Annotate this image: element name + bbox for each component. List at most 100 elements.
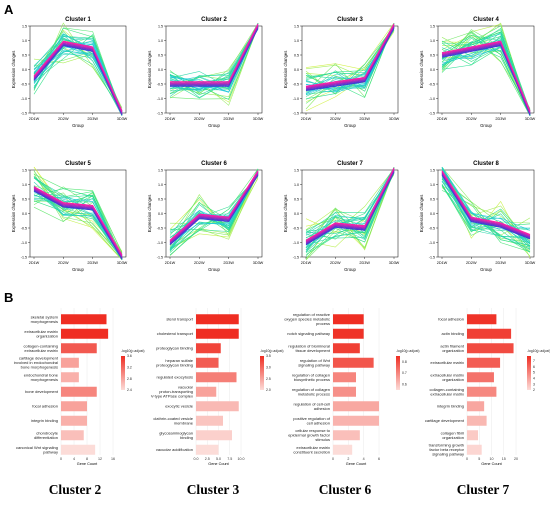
category-label-line: collagen fibril <box>441 430 464 435</box>
y-tick-label: 1.0 <box>294 183 299 187</box>
category-label-line: transforming growth <box>429 442 464 447</box>
legend-tick-label: 4 <box>533 376 535 380</box>
category-label-line: organization <box>442 435 464 440</box>
y-axis-label: Expression changes <box>419 51 424 89</box>
category-label: chondrocyte differentiation <box>34 430 59 440</box>
category-label: bone development <box>25 389 59 394</box>
cluster-line-chart: Cluster 5 -1.5 -1.0 -0.5 0.0 0.5 1.0 1.5 2D1W 2D2… <box>11 161 128 272</box>
bar <box>467 401 485 412</box>
x-tick-label: 8 <box>86 457 88 461</box>
bar <box>467 444 482 455</box>
category-label-line: glycosaminoglycan <box>159 430 193 435</box>
category-label-line: extracellular matrix <box>430 391 464 396</box>
member-line <box>33 176 123 261</box>
category-label-line: process <box>316 321 330 326</box>
category-label-line: regulation of collagen <box>292 372 330 377</box>
y-tick-label: 1.5 <box>158 168 163 172</box>
x-axis-label: Group <box>208 123 220 128</box>
x-tick-label: 3D3W <box>525 261 536 265</box>
x-tick-label: 2.5 <box>205 457 210 461</box>
category-label: transforming growth factor beta receptor s… <box>429 442 465 456</box>
bar <box>196 357 219 368</box>
plot-frame <box>301 25 399 114</box>
category-label: cartilage development involved in endocho… <box>14 355 59 369</box>
legend-tick-label: 7 <box>533 359 535 363</box>
category-label-line: extracellular matrix <box>24 348 58 353</box>
legend-tick-label: 0.7 <box>402 371 407 375</box>
legend-colorbar <box>396 356 400 390</box>
bar <box>61 386 97 397</box>
x-tick-label: 0.0 <box>194 457 199 461</box>
y-tick-label: -1.0 <box>429 241 435 245</box>
x-tick-label: 2D3W <box>495 261 506 265</box>
category-label-line: cartilage development <box>19 355 59 360</box>
centroid-line <box>33 186 123 256</box>
y-tick-label: 1.0 <box>22 183 27 187</box>
bar <box>196 314 239 325</box>
x-tick-label: 2D2W <box>330 117 341 121</box>
category-label: regulation of cell-cell adhesion <box>294 401 331 411</box>
x-tick-label: 3D3W <box>117 261 128 265</box>
y-tick-label: -1.5 <box>429 111 435 115</box>
bar <box>61 343 97 354</box>
go-bar-chart: 0 5 10 15 20 Gene Count focal adhesion actin bi… <box>425 308 550 466</box>
member-line <box>33 173 123 254</box>
category-label-line: cartilage development <box>425 418 465 423</box>
category-label-line: oxygen species metabolic <box>284 317 330 322</box>
member-line <box>305 170 395 251</box>
category-label: regulation of collagen metabolic process <box>292 387 330 397</box>
category-label-line: morphogenesis <box>31 377 58 382</box>
x-axis-label: Group <box>344 123 356 128</box>
category-label-line: proteoglycan binding <box>156 346 193 351</box>
y-tick-label: 1.0 <box>294 39 299 43</box>
legend-title: -log10(p.adjust) <box>527 349 550 353</box>
y-tick-label: -1.0 <box>157 97 163 101</box>
category-label-line: regulation of Wnt <box>300 358 331 363</box>
y-tick-label: -0.5 <box>293 82 299 86</box>
x-tick-label: 2D1W <box>437 261 448 265</box>
x-axis-label: Gene Count <box>208 462 229 466</box>
category-label-line: vacuolar <box>178 384 194 389</box>
bar <box>333 372 356 383</box>
bar <box>333 357 374 368</box>
y-axis-label: Expression changes <box>11 195 16 233</box>
category-label-line: pathway <box>43 449 58 454</box>
category-label: focal adhesion <box>32 404 58 409</box>
y-tick-label: -0.5 <box>157 226 163 230</box>
member-line <box>33 185 123 260</box>
x-tick-label: 4 <box>363 457 365 461</box>
category-label: positive regulation of cell adhesion <box>293 416 331 426</box>
member-line <box>441 166 531 253</box>
x-tick-label: 2D1W <box>29 261 40 265</box>
category-label: collagen fibril organization <box>441 430 464 440</box>
y-tick-label: -1.5 <box>157 111 163 115</box>
category-label: collagen-containing extracellular matrix <box>24 343 58 353</box>
category-label: vacuolar acidification <box>156 447 193 452</box>
y-tick-label: -1.0 <box>293 241 299 245</box>
y-axis-label: Expression changes <box>283 195 288 233</box>
category-label: clathrin-coated vesicle membrane <box>153 416 193 426</box>
member-line <box>33 192 123 260</box>
bar <box>467 372 494 383</box>
member-line <box>33 37 123 115</box>
y-axis-label: Expression changes <box>147 51 152 89</box>
category-label-line: extracellular matrix <box>296 445 330 450</box>
bar <box>61 372 79 383</box>
y-tick-label: 1.5 <box>294 24 299 28</box>
member-line <box>441 172 531 250</box>
y-tick-label: -0.5 <box>429 226 435 230</box>
legend-title: -log10(p.adjust) <box>121 349 145 353</box>
centroid-line <box>441 170 531 235</box>
y-axis-label: Expression changes <box>419 195 424 233</box>
member-line <box>305 27 395 93</box>
category-label: proteoglycan binding <box>156 346 193 351</box>
centroid-line <box>441 40 531 111</box>
category-label: collagen-containing extracellular matrix <box>430 387 464 397</box>
y-tick-label: 1.0 <box>430 183 435 187</box>
member-line <box>33 36 123 112</box>
category-label-line: endochondral bone <box>24 372 59 377</box>
centroid-line <box>305 23 395 87</box>
category-label: cartilage development <box>425 418 465 423</box>
category-label: integrin binding <box>437 404 464 409</box>
